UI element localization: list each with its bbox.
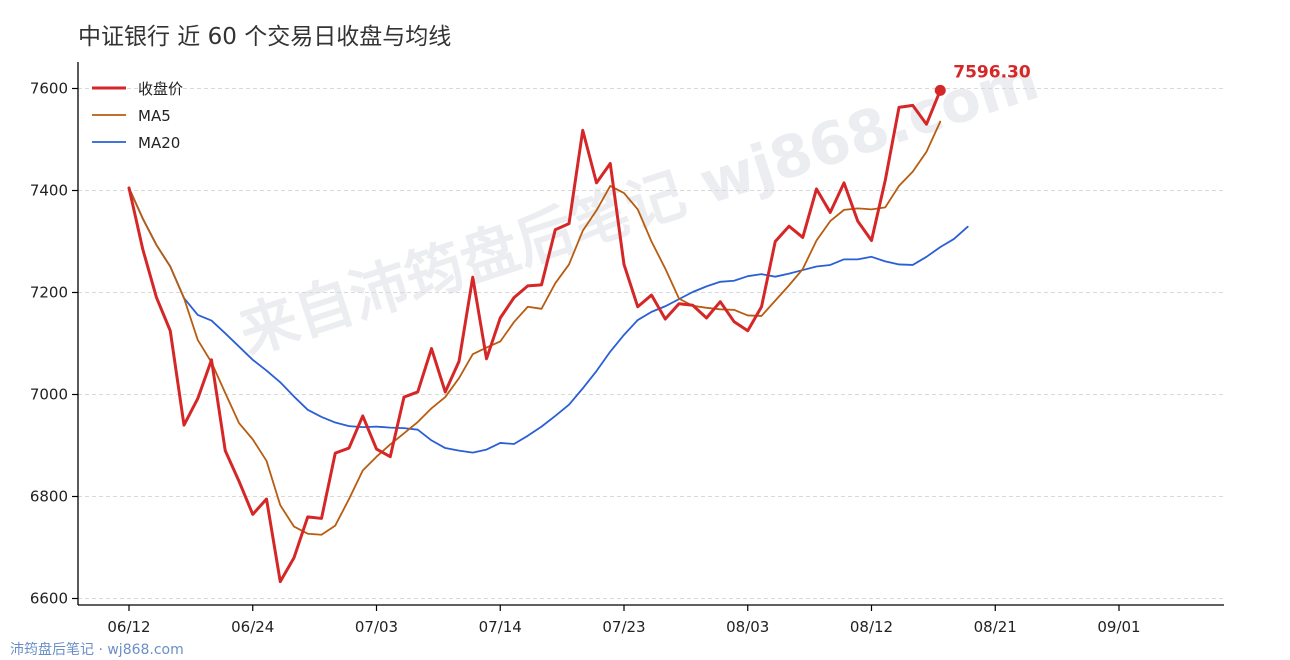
x-tick-label: 09/01 (1097, 618, 1140, 636)
y-tick-label: 6600 (30, 590, 68, 608)
last-close-value-label: 7596.30 (953, 62, 1031, 82)
y-tick-label: 7200 (30, 284, 68, 302)
legend-label-ma5: MA5 (138, 107, 171, 125)
legend: 收盘价 MA5 MA20 (92, 80, 183, 152)
x-tick-label: 08/03 (726, 618, 769, 636)
x-tick-label: 07/14 (479, 618, 522, 636)
x-tick-label: 08/21 (974, 618, 1017, 636)
series-line-ma20 (128, 187, 969, 454)
y-axis-ticks: 6600 6800 7000 7200 7400 7600 (30, 80, 78, 608)
x-tick-label: 06/24 (231, 618, 274, 636)
last-close-point (934, 84, 946, 96)
grid-lines (78, 88, 1224, 599)
series-line-close (127, 88, 942, 584)
series-line-ma5 (128, 120, 942, 536)
x-tick-label: 07/23 (602, 618, 645, 636)
axes (77, 62, 1224, 606)
legend-label-ma20: MA20 (138, 134, 180, 152)
x-tick-label: 06/12 (107, 618, 150, 636)
x-tick-label: 08/12 (850, 618, 893, 636)
legend-label-close: 收盘价 (138, 80, 183, 98)
y-tick-label: 7000 (30, 386, 68, 404)
series-lines (127, 88, 969, 584)
footer-credit: 沛筠盘后笔记 · wj868.com (10, 641, 184, 658)
chart-title: 中证银行 近 60 个交易日收盘与均线 (78, 24, 451, 50)
x-axis-ticks: 06/12 06/24 07/03 07/14 07/23 08/03 08/12 08/21… (107, 605, 1141, 636)
y-tick-label: 6800 (30, 488, 68, 506)
last-close-marker: 7596.30 (934, 62, 1031, 96)
x-tick-label: 07/03 (355, 618, 398, 636)
y-tick-label: 7400 (30, 182, 68, 200)
y-tick-label: 7600 (30, 80, 68, 98)
